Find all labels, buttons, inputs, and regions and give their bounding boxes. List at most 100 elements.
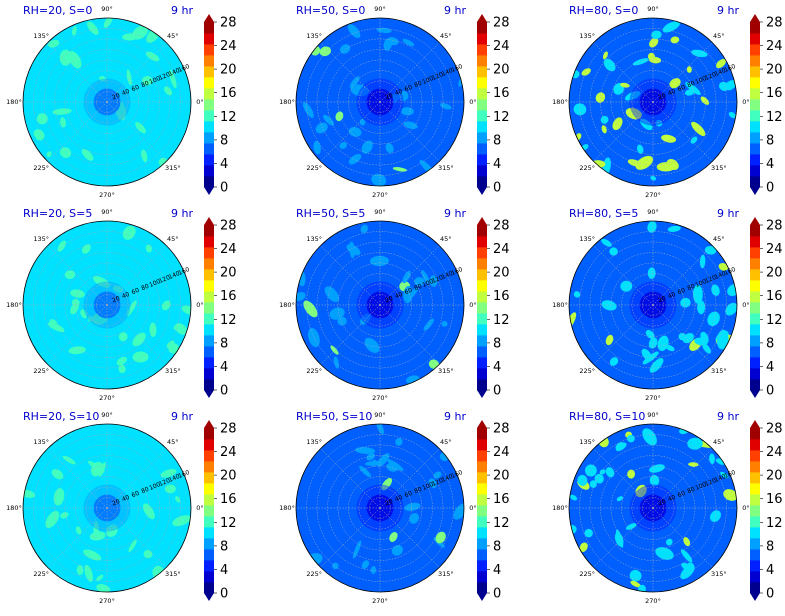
colorbar-tick-label: 24	[220, 242, 237, 257]
panel-time-label: 9 hr	[171, 4, 193, 17]
colorbar-segment	[204, 560, 214, 572]
colorbar-tick-label: 28	[766, 219, 783, 234]
heatmap-cell	[60, 512, 69, 519]
heatmap-cell	[98, 462, 106, 477]
heatmap-cell	[647, 267, 656, 279]
colorbar-extend-max	[204, 217, 214, 225]
colorbar-segment	[750, 582, 760, 594]
heatmap-cell	[718, 263, 729, 271]
heatmap-cell	[647, 221, 657, 233]
heatmap-cell	[87, 21, 99, 35]
heatmap-cell	[728, 111, 736, 119]
colorbar-segment	[204, 33, 214, 45]
heatmap-cell	[143, 549, 153, 559]
angle-tick-label: 90°	[647, 411, 659, 419]
heatmap-cell	[569, 494, 578, 501]
angle-tick-label: 180°	[279, 98, 295, 106]
panel-time-label: 9 hr	[171, 207, 193, 220]
radial-tick-label: 20	[384, 498, 394, 507]
colorbar: 0 4 8 12 16 20 24 28	[204, 217, 237, 399]
heatmap-cell	[702, 343, 711, 354]
angle-tick-label: 90°	[647, 5, 659, 13]
heatmap-cell	[303, 300, 318, 318]
panel-time-label: 9 hr	[717, 4, 739, 17]
radial-tick-label: 20	[111, 295, 121, 304]
colorbar-segment	[750, 335, 760, 347]
heatmap-cell	[112, 285, 124, 293]
heatmap-cell	[118, 364, 126, 374]
colorbar-segment	[477, 483, 487, 495]
heatmap-cell	[360, 224, 368, 234]
radial-tick-label: 160	[723, 63, 736, 74]
panel-title: RH=20, S=0	[23, 4, 93, 17]
heatmap-cell	[579, 542, 588, 552]
colorbar-tick-label: 24	[493, 242, 510, 257]
heatmap-cell	[665, 538, 673, 546]
heatmap-cell	[337, 316, 347, 326]
angular-gridline	[320, 245, 381, 306]
colorbar-tick-label: 16	[493, 86, 510, 101]
heatmap-cell	[339, 142, 348, 149]
radial-tick-label: 60	[404, 490, 414, 499]
heatmap-cell	[687, 437, 703, 450]
heatmap-cell	[84, 564, 93, 582]
colorbar-segment	[477, 258, 487, 270]
colorbar-segment	[204, 549, 214, 561]
angle-tick-label: 315°	[165, 367, 181, 375]
heatmap-cell	[302, 102, 314, 118]
colorbar-tick-label: 20	[766, 63, 783, 78]
radial-tick-label: 40	[667, 291, 677, 300]
radial-tick-label: 140	[168, 473, 181, 484]
colorbar-tick-label: 0	[493, 587, 501, 602]
colorbar-tick-label: 0	[493, 181, 501, 196]
angle-tick-label: 90°	[101, 208, 113, 216]
colorbar: 0 4 8 12 16 20 24 28	[750, 420, 783, 602]
colorbar-segment	[204, 165, 214, 177]
colorbar-segment	[750, 527, 760, 539]
angular-gridline	[593, 42, 654, 103]
radial-tick-label: 120	[431, 71, 444, 82]
radial-tick-label: 60	[677, 287, 687, 296]
angular-gridline	[47, 507, 108, 568]
colorbar-tick-label: 24	[766, 445, 783, 460]
colorbar-tick-label: 24	[766, 242, 783, 257]
panel-title: RH=20, S=5	[23, 207, 93, 220]
colorbar-segment	[204, 176, 214, 188]
heatmap-cell	[603, 58, 616, 72]
heatmap-cell	[403, 286, 413, 304]
heatmap-cell	[122, 33, 138, 41]
heatmap-cell	[76, 565, 84, 576]
angle-tick-label: 270°	[99, 394, 115, 402]
colorbar-tick-label: 12	[220, 516, 237, 531]
colorbar-extend-max	[204, 420, 214, 428]
angular-gridline	[320, 42, 381, 103]
heatmap-cell	[573, 291, 581, 298]
heatmap-cell	[181, 305, 191, 316]
heatmap-cell	[93, 276, 111, 288]
heatmap-cell	[128, 539, 137, 553]
colorbar-extend-min	[750, 593, 760, 601]
angular-gridline	[652, 245, 713, 306]
colorbar-tick-label: 0	[220, 384, 228, 399]
radial-tick-label: 100	[421, 278, 434, 289]
angle-tick-label: 135°	[306, 235, 322, 243]
panel-time-label: 9 hr	[444, 207, 466, 220]
colorbar-segment	[477, 571, 487, 583]
radial-tick-label: 160	[723, 469, 736, 480]
heatmap-cell	[169, 69, 177, 89]
heatmap-cell	[616, 496, 624, 502]
heatmap-cell	[64, 270, 76, 280]
heatmap-cell	[709, 453, 715, 465]
colorbar-tick-label: 8	[493, 336, 501, 351]
colorbar-tick-label: 16	[493, 289, 510, 304]
colorbar-segment	[204, 225, 214, 237]
colorbar-segment	[477, 324, 487, 336]
colorbar-segment	[750, 428, 760, 440]
angular-gridline	[379, 507, 440, 568]
colorbar-extend-min	[204, 593, 214, 601]
heatmap-cell	[645, 330, 655, 339]
angle-tick-label: 0°	[742, 504, 749, 512]
colorbar-segment	[750, 439, 760, 451]
colorbar-segment	[750, 258, 760, 270]
colorbar-tick-label: 28	[766, 422, 783, 437]
